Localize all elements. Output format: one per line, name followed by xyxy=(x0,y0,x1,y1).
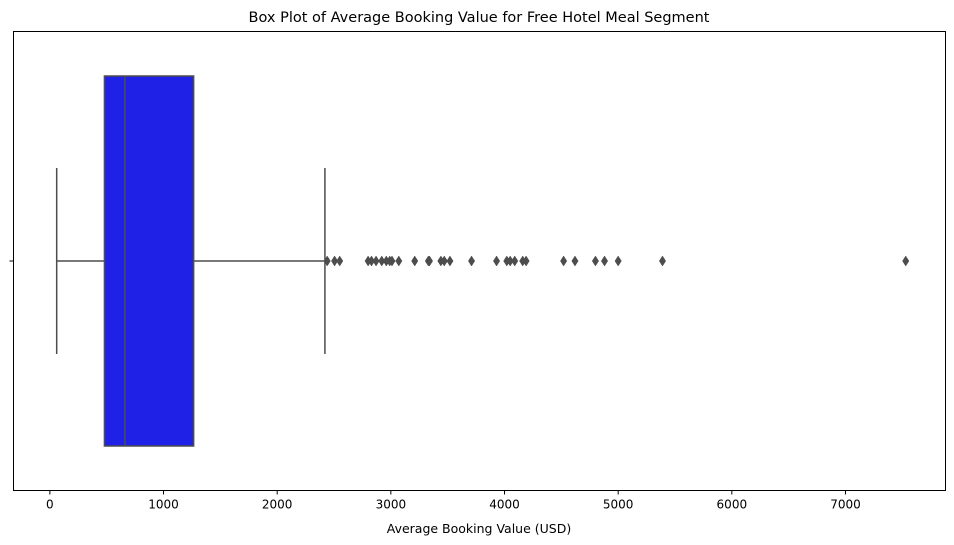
outlier-point xyxy=(511,255,519,267)
iqr-box xyxy=(103,75,195,447)
x-axis-ticks: 0 1000 2000 3000 4000 5000 6000 7000 xyxy=(46,490,861,512)
outlier-point xyxy=(446,255,454,267)
x-axis-label: Average Booking Value (USD) xyxy=(387,521,571,536)
outlier-point xyxy=(411,255,419,267)
outlier-point xyxy=(571,255,579,267)
x-tick-label: 6000 xyxy=(717,498,748,512)
x-tick-label: 0 xyxy=(46,498,54,512)
x-tick-label: 3000 xyxy=(376,498,407,512)
outlier-group xyxy=(323,255,910,267)
box-group xyxy=(55,75,326,447)
outlier-point xyxy=(493,255,501,267)
outlier-point xyxy=(468,255,476,267)
x-tick-label: 5000 xyxy=(603,498,634,512)
x-tick-label: 4000 xyxy=(489,498,520,512)
outlier-point xyxy=(425,255,433,267)
outlier-point xyxy=(336,255,344,267)
outlier-point xyxy=(388,255,396,267)
outlier-point xyxy=(323,255,331,267)
x-tick-label: 1000 xyxy=(148,498,179,512)
outlier-point xyxy=(591,255,599,267)
outlier-point xyxy=(560,255,568,267)
x-tick-label: 2000 xyxy=(262,498,293,512)
outlier-point xyxy=(395,255,403,267)
outlier-point xyxy=(372,255,380,267)
outlier-point xyxy=(522,255,530,267)
chart-title: Box Plot of Average Booking Value for Fr… xyxy=(249,10,710,26)
outlier-point xyxy=(601,255,609,267)
outlier-point xyxy=(331,255,339,267)
outlier-point xyxy=(658,255,666,267)
outlier-point xyxy=(440,255,448,267)
x-tick-label: 7000 xyxy=(830,498,861,512)
outlier-point xyxy=(902,255,910,267)
outlier-point xyxy=(614,255,622,267)
